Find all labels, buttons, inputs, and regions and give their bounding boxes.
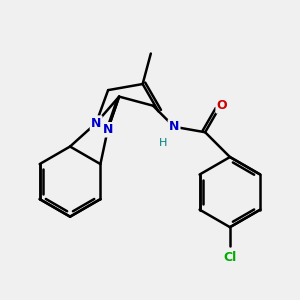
Text: H: H [159, 138, 167, 148]
Text: N: N [91, 117, 101, 130]
Text: N: N [169, 120, 179, 133]
Text: N: N [103, 123, 113, 136]
Text: O: O [217, 99, 227, 112]
Text: Cl: Cl [223, 251, 237, 264]
